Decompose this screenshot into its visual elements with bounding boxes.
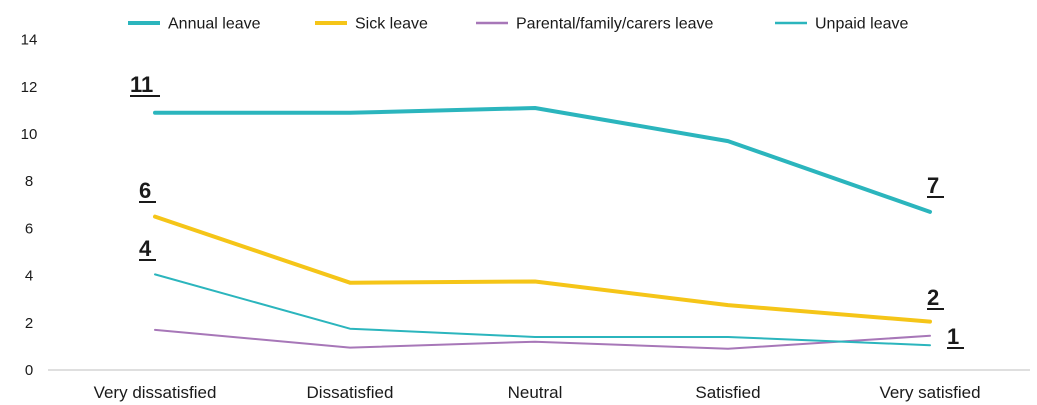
- legend-label: Unpaid leave: [815, 16, 909, 33]
- legend-item: Parental/family/carers leave: [476, 16, 714, 33]
- series-line-parental-family-carers-leave: [154, 328, 931, 350]
- callout-label: 2: [927, 285, 939, 310]
- y-tick-label: 6: [25, 220, 33, 237]
- legend-item: Unpaid leave: [775, 16, 909, 33]
- x-axis-category-labels: Very dissatisfied Dissatisfied Neutral Sati…: [94, 383, 981, 402]
- x-category-label: Very dissatisfied: [94, 383, 217, 402]
- callout-label: 4: [139, 236, 152, 261]
- callout-label: 7: [927, 173, 939, 198]
- legend: Annual leave Sick leave Parental/family/ca…: [128, 16, 909, 33]
- y-tick-label: 12: [21, 79, 38, 96]
- legend-label: Annual leave: [168, 16, 261, 33]
- series-line-annual-leave: [153, 106, 932, 214]
- y-axis-tick-labels: 0 2 4 6 8 10 12 14: [21, 32, 38, 379]
- y-tick-label: 8: [25, 173, 33, 190]
- series-lines: [153, 106, 932, 350]
- legend-label: Parental/family/carers leave: [516, 16, 714, 33]
- y-tick-label: 10: [21, 126, 38, 143]
- value-callout: 7: [927, 173, 944, 198]
- x-category-label: Dissatisfied: [307, 383, 394, 402]
- x-category-label: Neutral: [508, 383, 563, 402]
- series-line-sick-leave: [153, 214, 932, 324]
- value-callout: 1: [947, 324, 964, 349]
- y-tick-label: 4: [25, 268, 33, 285]
- value-callout: 2: [927, 285, 944, 310]
- value-callout: 6: [139, 178, 156, 203]
- callout-label: 6: [139, 178, 151, 203]
- x-category-label: Very satisfied: [879, 383, 980, 402]
- series-line-unpaid-leave: [154, 273, 931, 347]
- value-callout: 11: [130, 72, 160, 97]
- x-category-label: Satisfied: [695, 383, 760, 402]
- y-tick-label: 14: [21, 32, 38, 49]
- value-callout: 4: [139, 236, 156, 261]
- legend-item: Annual leave: [128, 16, 261, 33]
- callout-label: 11: [130, 72, 153, 97]
- value-callouts: 11 6 4 7 21: [130, 72, 964, 349]
- legend-item: Sick leave: [315, 16, 428, 33]
- y-tick-label: 0: [25, 362, 33, 379]
- legend-label: Sick leave: [355, 16, 428, 33]
- y-tick-label: 2: [25, 315, 33, 332]
- callout-label: 1: [947, 324, 959, 349]
